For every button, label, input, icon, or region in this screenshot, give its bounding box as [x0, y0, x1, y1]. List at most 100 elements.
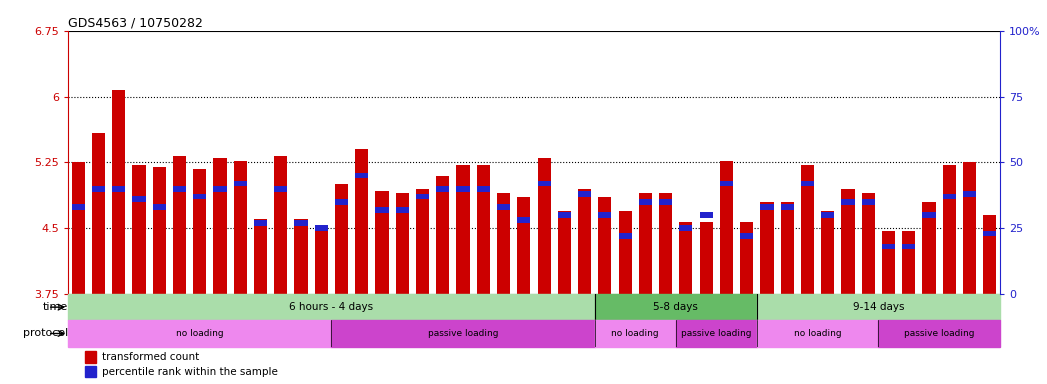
- Bar: [68, 320, 332, 347]
- Bar: [760, 204, 774, 210]
- Bar: [173, 186, 186, 192]
- Bar: [558, 212, 571, 218]
- Bar: [71, 162, 85, 294]
- Bar: [85, 351, 96, 363]
- Bar: [355, 173, 369, 179]
- Bar: [821, 212, 834, 218]
- Text: transformed count: transformed count: [102, 352, 199, 362]
- Text: passive loading: passive loading: [681, 329, 752, 338]
- Bar: [942, 165, 956, 294]
- Text: passive loading: passive loading: [904, 329, 975, 338]
- Bar: [760, 202, 774, 294]
- Bar: [274, 156, 287, 294]
- Bar: [332, 320, 595, 347]
- Bar: [598, 197, 611, 294]
- Text: no loading: no loading: [794, 329, 842, 338]
- Bar: [416, 189, 429, 294]
- Text: 9-14 days: 9-14 days: [852, 302, 905, 312]
- Bar: [842, 199, 854, 205]
- Bar: [132, 165, 146, 294]
- Bar: [922, 202, 936, 294]
- Bar: [983, 230, 997, 236]
- Bar: [497, 204, 510, 210]
- Bar: [558, 211, 571, 294]
- Bar: [315, 225, 328, 231]
- Bar: [595, 294, 757, 320]
- Bar: [821, 211, 834, 294]
- Text: percentile rank within the sample: percentile rank within the sample: [102, 367, 277, 377]
- Bar: [153, 204, 165, 210]
- Bar: [619, 211, 631, 294]
- Bar: [193, 194, 206, 199]
- Bar: [862, 193, 875, 294]
- Bar: [315, 228, 328, 294]
- Bar: [781, 204, 794, 210]
- Bar: [537, 180, 551, 186]
- Bar: [842, 189, 854, 294]
- Text: time: time: [43, 302, 68, 312]
- Bar: [355, 149, 369, 294]
- Bar: [639, 193, 652, 294]
- Bar: [112, 89, 126, 294]
- Bar: [757, 320, 878, 347]
- Text: protocol: protocol: [23, 328, 68, 338]
- Bar: [132, 196, 146, 202]
- Bar: [740, 222, 753, 294]
- Bar: [659, 193, 672, 294]
- Bar: [942, 194, 956, 199]
- Bar: [193, 169, 206, 294]
- Bar: [71, 204, 85, 210]
- Text: passive loading: passive loading: [428, 329, 498, 338]
- Bar: [757, 294, 1000, 320]
- Bar: [294, 220, 308, 226]
- Bar: [878, 320, 1000, 347]
- Bar: [274, 186, 287, 192]
- Bar: [862, 199, 875, 205]
- Bar: [233, 180, 247, 186]
- Bar: [68, 294, 595, 320]
- Bar: [903, 244, 915, 250]
- Bar: [376, 207, 388, 213]
- Bar: [537, 158, 551, 294]
- Bar: [456, 165, 470, 294]
- Bar: [214, 186, 226, 192]
- Bar: [437, 175, 449, 294]
- Bar: [85, 366, 96, 377]
- Text: 6 hours - 4 days: 6 hours - 4 days: [289, 302, 374, 312]
- Bar: [517, 217, 531, 223]
- Bar: [801, 165, 814, 294]
- Text: 5-8 days: 5-8 days: [653, 302, 698, 312]
- Bar: [740, 233, 753, 239]
- Bar: [882, 244, 895, 250]
- Bar: [595, 320, 675, 347]
- Bar: [335, 184, 348, 294]
- Bar: [437, 186, 449, 192]
- Bar: [92, 186, 105, 192]
- Bar: [680, 225, 692, 231]
- Bar: [233, 161, 247, 294]
- Bar: [983, 215, 997, 294]
- Bar: [92, 133, 105, 294]
- Bar: [680, 222, 692, 294]
- Bar: [659, 199, 672, 205]
- Bar: [720, 180, 733, 186]
- Bar: [801, 180, 814, 186]
- Bar: [396, 207, 409, 213]
- Bar: [922, 212, 936, 218]
- Bar: [497, 193, 510, 294]
- Bar: [416, 194, 429, 199]
- Bar: [112, 186, 126, 192]
- Bar: [294, 219, 308, 294]
- Bar: [173, 156, 186, 294]
- Bar: [517, 197, 531, 294]
- Bar: [699, 222, 713, 294]
- Bar: [699, 212, 713, 218]
- Bar: [396, 193, 409, 294]
- Bar: [963, 191, 976, 197]
- Bar: [254, 220, 267, 226]
- Bar: [578, 189, 592, 294]
- Bar: [214, 158, 226, 294]
- Bar: [153, 167, 165, 294]
- Bar: [619, 233, 631, 239]
- Bar: [781, 202, 794, 294]
